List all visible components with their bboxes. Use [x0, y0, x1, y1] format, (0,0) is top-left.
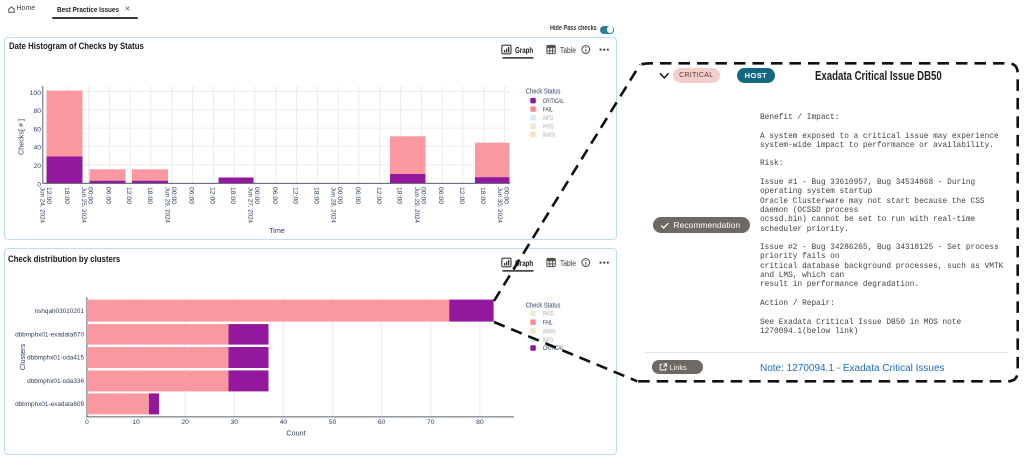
- svg-text:40: 40: [33, 145, 41, 152]
- svg-text:00:00: 00:00: [336, 187, 343, 204]
- svg-text:80: 80: [33, 108, 41, 115]
- svg-text:06:00: 06:00: [188, 187, 195, 204]
- svg-text:70: 70: [427, 419, 435, 426]
- svg-text:12:00: 12:00: [125, 187, 132, 204]
- svg-text:12:00: 12:00: [45, 187, 52, 204]
- svg-text:Check Status: Check Status: [526, 89, 561, 96]
- svg-text:Jun 24, 2024: Jun 24, 2024: [39, 187, 46, 223]
- svg-text:00:00: 00:00: [170, 187, 177, 204]
- svg-text:Jun 30, 2024: Jun 30, 2024: [496, 187, 503, 223]
- svg-text:60: 60: [33, 126, 41, 133]
- svg-text:80: 80: [476, 419, 484, 426]
- svg-text:00:00: 00:00: [87, 187, 94, 204]
- svg-text:Jun 25, 2024: Jun 25, 2024: [80, 187, 87, 223]
- svg-text:0: 0: [37, 181, 41, 188]
- svg-text:50: 50: [329, 419, 337, 426]
- svg-text:06:00: 06:00: [354, 187, 361, 204]
- svg-text:18:00: 18:00: [312, 187, 319, 204]
- svg-text:18:00: 18:00: [479, 187, 486, 204]
- svg-text:20: 20: [181, 419, 189, 426]
- svg-text:12:00: 12:00: [375, 187, 382, 204]
- svg-text:CRITICAL: CRITICAL: [543, 98, 565, 105]
- svg-text:Graph: Graph: [515, 46, 533, 55]
- svg-text:30: 30: [231, 419, 239, 426]
- svg-text:Check Status: Check Status: [526, 303, 561, 310]
- svg-text:12:00: 12:00: [208, 187, 215, 204]
- svg-text:nshqah03010201: nshqah03010201: [35, 308, 85, 315]
- svg-text:FAIL: FAIL: [543, 319, 553, 326]
- svg-text:INFO: INFO: [543, 337, 553, 344]
- svg-text:Table: Table: [560, 46, 576, 55]
- svg-text:INFO: INFO: [543, 115, 553, 122]
- svg-text:10: 10: [132, 419, 140, 426]
- svg-text:dbbmphx01-oda415: dbbmphx01-oda415: [27, 355, 84, 362]
- svg-text:12:00: 12:00: [458, 187, 465, 204]
- svg-text:18:00: 18:00: [229, 187, 236, 204]
- svg-text:Time: Time: [269, 226, 285, 235]
- svg-text:18:00: 18:00: [396, 187, 403, 204]
- svg-text:0: 0: [85, 419, 89, 426]
- svg-text:00:00: 00:00: [253, 187, 260, 204]
- svg-text:06:00: 06:00: [104, 187, 111, 204]
- svg-text:00:00: 00:00: [503, 187, 510, 204]
- svg-text:CRITICAL: CRITICAL: [543, 345, 565, 352]
- svg-text:Jun 29, 2024: Jun 29, 2024: [413, 187, 420, 223]
- svg-text:18:00: 18:00: [146, 187, 153, 204]
- svg-text:WARN: WARN: [543, 132, 555, 139]
- svg-text:WARN: WARN: [543, 328, 555, 335]
- svg-text:40: 40: [280, 419, 288, 426]
- svg-text:FAIL: FAIL: [543, 106, 553, 113]
- svg-text:Jun 27, 2024: Jun 27, 2024: [247, 187, 254, 223]
- svg-text:06:00: 06:00: [437, 187, 444, 204]
- svg-text:12:00: 12:00: [292, 187, 299, 204]
- svg-text:06:00: 06:00: [271, 187, 278, 204]
- svg-text:dbbmphx01-oda336: dbbmphx01-oda336: [27, 378, 84, 385]
- svg-text:Clusters: Clusters: [18, 343, 27, 370]
- svg-text:Checks[ # ]: Checks[ # ]: [17, 119, 26, 155]
- svg-text:dbbmphx01-exadata609: dbbmphx01-exadata609: [15, 401, 84, 408]
- svg-text:Count: Count: [286, 429, 305, 438]
- svg-text:Graph: Graph: [515, 259, 533, 268]
- svg-text:Jun 28, 2024: Jun 28, 2024: [330, 187, 337, 223]
- svg-text:100: 100: [30, 90, 42, 97]
- svg-text:PASS: PASS: [543, 123, 554, 130]
- svg-text:20: 20: [33, 163, 41, 170]
- svg-text:18:00: 18:00: [63, 187, 70, 204]
- svg-text:Table: Table: [560, 259, 576, 268]
- svg-text:dbbmphx01-exadata670: dbbmphx01-exadata670: [15, 332, 84, 339]
- svg-text:Jun 26, 2024: Jun 26, 2024: [163, 187, 170, 223]
- svg-text:60: 60: [378, 419, 386, 426]
- svg-text:PASS: PASS: [543, 311, 554, 318]
- svg-text:00:00: 00:00: [419, 187, 426, 204]
